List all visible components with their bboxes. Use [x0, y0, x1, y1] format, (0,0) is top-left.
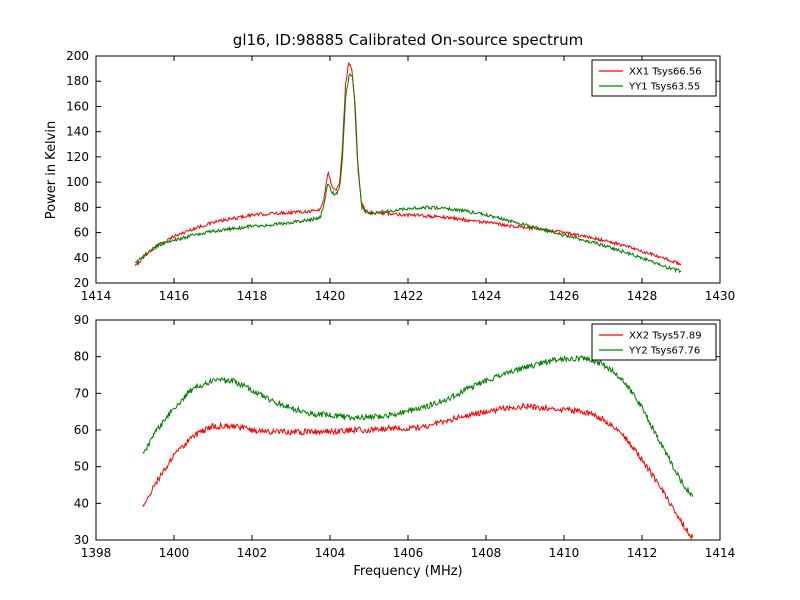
legend-label: YY2 Tsys67.76 — [628, 346, 700, 357]
x-tick-label: 1420 — [315, 289, 346, 303]
legend-label: YY1 Tsys63.55 — [628, 82, 700, 93]
bottom-subplot: 1398 1400 1402 1404 1406 1408 1410 1412 1414 30 40… — [74, 313, 736, 560]
y-tick-label: 120 — [66, 150, 89, 164]
y-tick-label: 90 — [74, 313, 89, 327]
y-tick-label: 70 — [74, 386, 89, 400]
chart-title: gl16, ID:98885 Calibrated On-source spec… — [233, 31, 583, 49]
y-tick-label: 100 — [66, 175, 89, 189]
x-tick-label: 1404 — [315, 546, 346, 560]
legend-label: XX2 Tsys57.89 — [629, 331, 702, 342]
legend-box — [591, 59, 717, 97]
y-tick-label: 50 — [74, 460, 89, 474]
y-tick-label: 30 — [74, 533, 89, 547]
y-tick-label: 40 — [74, 496, 89, 510]
legend-box — [591, 323, 717, 361]
y-axis-label: Power in Kelvin — [44, 121, 59, 219]
x-tick-label: 1426 — [549, 289, 580, 303]
legend-label: XX1 Tsys66.56 — [629, 67, 702, 78]
y-tick-label: 180 — [66, 74, 89, 88]
y-tick-label: 60 — [74, 226, 89, 240]
x-tick-label: 1424 — [471, 289, 502, 303]
y-tick-label: 40 — [74, 251, 89, 265]
x-tick-label: 1416 — [159, 289, 190, 303]
x-tick-label: 1402 — [237, 546, 268, 560]
series-line-yy2 — [142, 355, 694, 497]
x-tick-label: 1414 — [81, 289, 112, 303]
y-tick-label: 200 — [66, 49, 89, 63]
x-tick-label: 1412 — [627, 546, 658, 560]
series-line-xx2 — [142, 402, 694, 540]
x-tick-label: 1398 — [81, 546, 112, 560]
x-tick-label: 1428 — [627, 289, 658, 303]
x-axis-label: Frequency (MHz) — [353, 564, 462, 579]
y-tick-label: 20 — [74, 276, 89, 290]
y-tick-label: 80 — [74, 200, 89, 214]
series-line-yy1 — [134, 73, 682, 274]
y-tick-label: 60 — [74, 423, 89, 437]
y-tick-label: 80 — [74, 350, 89, 364]
x-tick-label: 1414 — [705, 546, 736, 560]
x-tick-label: 1410 — [549, 546, 580, 560]
y-tick-label: 140 — [66, 125, 89, 139]
x-tick-label: 1400 — [159, 546, 190, 560]
x-tick-label: 1418 — [237, 289, 268, 303]
x-tick-label: 1430 — [705, 289, 736, 303]
x-tick-label: 1422 — [393, 289, 424, 303]
y-tick-label: 160 — [66, 99, 89, 113]
top-subplot: 1414 1416 1418 1420 1422 1424 1426 1428 1430 20 40… — [66, 49, 735, 303]
x-tick-label: 1408 — [471, 546, 502, 560]
x-tick-label: 1406 — [393, 546, 424, 560]
series-line-xx1 — [134, 62, 682, 267]
